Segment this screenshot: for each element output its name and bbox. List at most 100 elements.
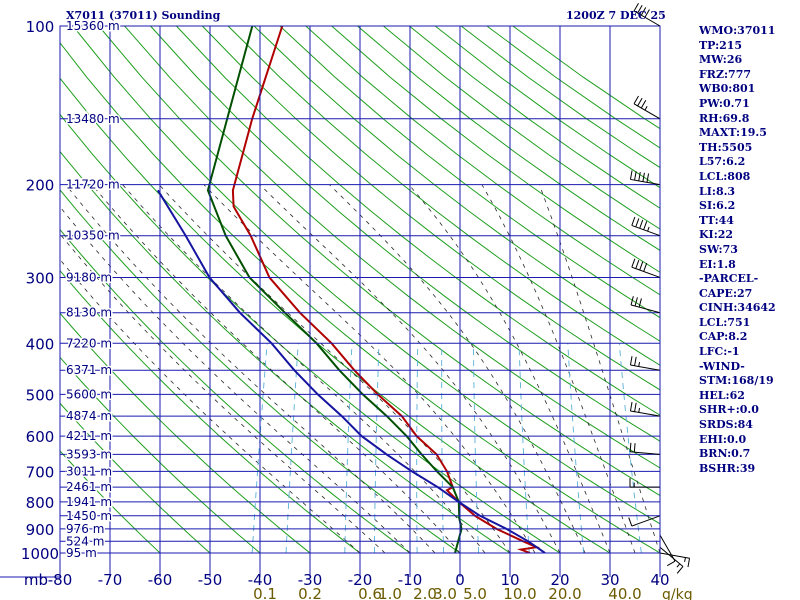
height-label: 9180 m bbox=[66, 270, 112, 284]
pressure-label: 200 bbox=[26, 177, 55, 195]
stat-item: HEL:62 bbox=[699, 388, 745, 402]
height-label: 3593 m bbox=[66, 447, 112, 461]
height-label: 976 m bbox=[66, 522, 104, 536]
temp-tick-label: 30 bbox=[600, 571, 619, 589]
stat-item: WB0:801 bbox=[699, 82, 756, 96]
dry-adiabat bbox=[60, 228, 411, 553]
height-label: 3011 m bbox=[66, 464, 112, 478]
height-label: 15360 m bbox=[66, 19, 120, 33]
height-label: 1450 m bbox=[66, 509, 112, 523]
temp-tick-label: 10 bbox=[500, 571, 519, 589]
temp-tick-label: -10 bbox=[398, 571, 423, 589]
height-label: 10350 m bbox=[66, 229, 120, 243]
stat-item: FRZ:777 bbox=[699, 67, 752, 81]
wind-barb bbox=[629, 402, 661, 417]
temp-tick-label: 20 bbox=[550, 571, 569, 589]
stat-item: L57:6.2 bbox=[699, 155, 746, 169]
mixing-ratio-label: 3.0 bbox=[433, 585, 457, 600]
temp-tick-label: 0 bbox=[455, 571, 465, 589]
height-label: 11720 m bbox=[66, 178, 120, 192]
stat-item: TH:5505 bbox=[699, 140, 753, 154]
stat-item: WMO:37011 bbox=[699, 24, 776, 37]
height-label: 7220 m bbox=[66, 336, 112, 350]
moist-adiabat bbox=[203, 184, 536, 553]
stat-item: LFC:-1 bbox=[699, 345, 740, 359]
height-label: 5600 m bbox=[66, 387, 112, 401]
stat-item: CINH:34642 bbox=[699, 301, 776, 315]
pressure-axis-label: mb bbox=[24, 571, 48, 589]
moist-adiabat bbox=[329, 184, 586, 553]
mixing-ratio-label: 0.2 bbox=[298, 585, 322, 600]
wind-barb bbox=[659, 552, 691, 568]
mixing-ratio-label: 1.0 bbox=[378, 585, 402, 600]
pressure-label: 700 bbox=[26, 463, 55, 481]
pressure-label: 600 bbox=[26, 428, 55, 446]
stat-item: SW:73 bbox=[699, 242, 738, 256]
moist-adiabat bbox=[60, 233, 386, 553]
mixing-ratio-label: 5.0 bbox=[463, 585, 487, 600]
height-label: 95 m bbox=[66, 546, 97, 560]
pressure-label: 400 bbox=[26, 335, 55, 353]
temp-tick-label: -50 bbox=[198, 571, 223, 589]
valid-time: 1200Z 7 DEC 25 bbox=[566, 9, 666, 22]
mixing-ratio-line bbox=[285, 343, 299, 553]
mixing-ratio-line bbox=[441, 343, 445, 553]
stat-item: -PARCEL- bbox=[699, 272, 759, 286]
stat-item: SHR+:0.0 bbox=[699, 403, 759, 417]
stat-item: SRDS:84 bbox=[699, 418, 753, 432]
stat-item: EI:1.8 bbox=[699, 257, 736, 271]
height-label: 13480 m bbox=[66, 112, 120, 126]
temp-tick-label: -20 bbox=[348, 571, 373, 589]
stat-item: SI:6.2 bbox=[699, 199, 736, 213]
stat-item: MW:26 bbox=[699, 53, 743, 67]
height-label: 1941 m bbox=[66, 495, 112, 509]
pressure-label: 300 bbox=[26, 269, 55, 287]
wind-barb bbox=[630, 296, 661, 314]
moist-adiabat bbox=[481, 184, 636, 553]
stat-item: TT:44 bbox=[699, 213, 734, 227]
pressure-label: 800 bbox=[26, 494, 55, 512]
mixing-ratio-line bbox=[518, 343, 530, 553]
height-label: 2461 m bbox=[66, 480, 112, 494]
pressure-label: 1000 bbox=[21, 545, 59, 563]
moist-adiabat bbox=[408, 184, 611, 553]
stat-item: RH:69.8 bbox=[699, 111, 750, 125]
stat-item: LI:8.3 bbox=[699, 184, 736, 198]
height-label: 524 m bbox=[66, 534, 104, 548]
dewpoint-profile bbox=[206, 25, 463, 553]
mixing-ratio-label: 40.0 bbox=[608, 585, 641, 600]
mixing-ratio-label: 10.0 bbox=[503, 585, 536, 600]
temp-tick-label: -30 bbox=[298, 571, 323, 589]
temp-tick-label: 40 bbox=[650, 571, 669, 589]
stat-item: -WIND- bbox=[699, 359, 745, 373]
wind-barb bbox=[629, 442, 661, 455]
stat-item: LCL:751 bbox=[699, 315, 751, 329]
wind-barb bbox=[629, 478, 660, 488]
wind-barb bbox=[629, 356, 661, 371]
mixing-ratio-label: 0.1 bbox=[253, 585, 277, 600]
wind-barb bbox=[659, 546, 684, 574]
pressure-label: 100 bbox=[26, 18, 55, 36]
wind-barb bbox=[629, 170, 661, 186]
height-label: 8130 m bbox=[66, 306, 112, 320]
moist-adiabat bbox=[65, 184, 436, 553]
wind-barb bbox=[659, 534, 676, 567]
temp-tick-label: -40 bbox=[248, 571, 273, 589]
wind-barb bbox=[631, 258, 661, 278]
stat-item: BRN:0.7 bbox=[699, 447, 751, 461]
mixing-ratio-label: 0.6 bbox=[358, 585, 382, 600]
stat-item: MAXT:19.5 bbox=[699, 126, 767, 140]
mixing-ratio-label: 2.0 bbox=[413, 585, 437, 600]
stat-item: STM:168/19 bbox=[699, 374, 774, 388]
stat-item: TP:215 bbox=[699, 38, 743, 52]
mixing-ratio-label: 20.0 bbox=[548, 585, 581, 600]
pressure-label: 500 bbox=[26, 386, 55, 404]
stat-item: LCL:808 bbox=[699, 169, 751, 183]
moist-adiabat bbox=[538, 184, 660, 553]
mixing-ratio-unit: g/kg bbox=[662, 587, 693, 600]
stat-item: EHI:0.0 bbox=[699, 432, 747, 446]
chart-title: X7011 (37011) Sounding bbox=[66, 9, 221, 22]
wind-barb bbox=[633, 95, 661, 120]
wind-barb bbox=[633, 2, 661, 27]
stat-item: CAP:8.2 bbox=[699, 330, 748, 344]
